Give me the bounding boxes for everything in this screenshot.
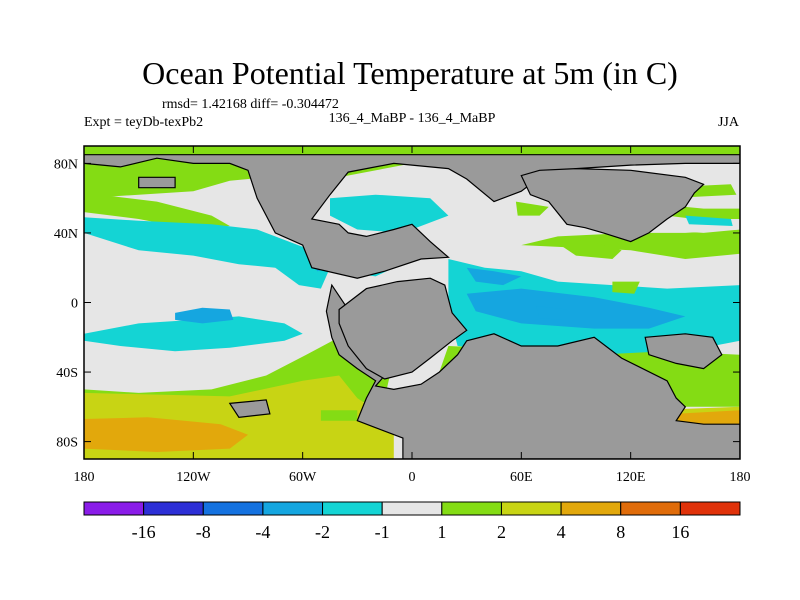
temperature-region <box>466 288 686 329</box>
land-mask <box>84 154 740 459</box>
x-tick-label: 120W <box>176 470 211 485</box>
y-tick-label: 80N <box>54 157 78 172</box>
temperature-region <box>685 215 733 226</box>
temperature-region <box>521 229 740 259</box>
colorbar-swatch <box>441 501 502 516</box>
colorbar-swatch <box>560 501 622 516</box>
colorbar-label: -1 <box>375 522 390 542</box>
temperature-region <box>175 307 234 324</box>
y-tick-label: 40S <box>56 366 78 381</box>
temperature-region <box>612 281 640 294</box>
colorbar-swatch <box>322 501 383 516</box>
x-axis: 180 120W 60W 0 60E 120E 180 <box>74 146 751 485</box>
x-tick-label: 0 <box>409 470 416 485</box>
y-tick-label: 40N <box>54 227 78 242</box>
x-tick-label: 60E <box>510 470 533 485</box>
temperature-region <box>466 267 522 286</box>
experiment-label: Expt = teyDb-texPb2 <box>84 115 203 130</box>
temperature-region <box>84 192 230 230</box>
y-axis: 80N 40N 0 40S 80S <box>54 157 740 451</box>
y-tick-label: 0 <box>71 297 78 312</box>
land-north-pacific-island <box>138 176 176 189</box>
colorbar-swatch <box>202 501 264 516</box>
colorbar-label: 1 <box>437 522 446 542</box>
land-south-pacific-island <box>228 399 271 418</box>
temperature-region <box>557 239 622 259</box>
land-gondwana <box>325 283 740 459</box>
temperature-region <box>330 194 449 233</box>
colorbar-label: 4 <box>557 522 566 542</box>
land-australia-arm <box>644 333 723 370</box>
colorbar-label: -4 <box>255 522 270 542</box>
colorbar-label: 8 <box>616 522 625 542</box>
temperature-region <box>535 306 567 320</box>
x-tick-label: 180 <box>730 470 751 485</box>
x-tick-label: 180 <box>74 470 95 485</box>
colorbar-label: -16 <box>132 522 156 542</box>
colorbar-swatch <box>83 501 145 516</box>
land-africa-block <box>338 277 468 380</box>
x-tick-label: 120E <box>616 470 646 485</box>
colorbar-label: -2 <box>315 522 330 542</box>
colorbar-swatch <box>500 501 562 516</box>
comparison-label: 136_4_MaBP - 136_4_MaBP <box>329 111 496 126</box>
temperature-region <box>84 316 303 352</box>
temperature-region <box>84 417 248 452</box>
colorbar-label: 16 <box>671 522 689 542</box>
chart-title: Ocean Potential Temperature at 5m (in C) <box>142 55 678 91</box>
colorbar-label: 2 <box>497 522 506 542</box>
x-tick-label: 60W <box>289 470 317 485</box>
y-tick-label: 80S <box>56 436 78 451</box>
colorbar-swatch <box>262 501 324 516</box>
colorbar: -16 -8 -4 -2 -1 1 2 4 8 16 <box>83 501 741 542</box>
colorbar-swatch <box>143 501 204 516</box>
temperature-region <box>320 410 358 421</box>
season-label: JJA <box>718 115 740 130</box>
colorbar-swatch <box>620 501 681 516</box>
colorbar-swatch <box>381 501 443 516</box>
temperature-region <box>515 201 549 216</box>
temperature-region <box>84 217 330 289</box>
colorbar-swatch <box>679 501 741 516</box>
land-east-continent <box>520 167 705 243</box>
colorbar-label: -8 <box>196 522 211 542</box>
stats-line: rmsd= 1.42168 diff= -0.304472 <box>162 97 339 112</box>
temperature-region <box>667 205 740 219</box>
